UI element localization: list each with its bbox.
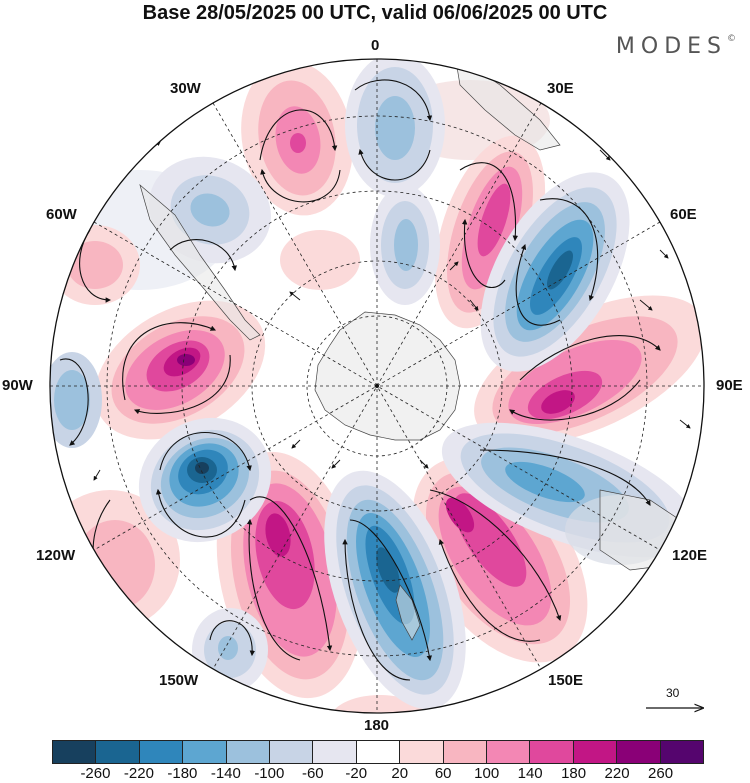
lon-label-60w: 60W	[46, 206, 77, 223]
colorbar-tick-label: 20	[391, 765, 409, 782]
lon-label-60e: 60E	[670, 206, 697, 223]
negative-anomaly-10e	[370, 185, 440, 305]
wind-streamlines	[59, 79, 661, 681]
brand-text: MODES	[615, 34, 727, 59]
colorbar-tick-label: -140	[210, 765, 241, 782]
colorbar-swatch	[183, 741, 227, 763]
colorbar-swatch	[226, 741, 271, 763]
lon-label-90w: 90W	[2, 377, 33, 394]
lon-label-120w: 120W	[36, 547, 76, 564]
colorbar-swatch	[530, 741, 574, 763]
lon-label-30e: 30E	[547, 80, 574, 97]
africa-landmass	[454, 59, 561, 151]
map-boundary	[49, 58, 705, 714]
colorbar-tick-label: 60	[434, 765, 452, 782]
lon-label-0: 0	[371, 37, 380, 54]
copyright-mark: ©	[727, 34, 736, 44]
south-pole-marker	[375, 384, 379, 388]
colorbar-swatch	[270, 741, 314, 763]
colorbar-swatch	[617, 741, 661, 763]
modes-logo: MODES©	[616, 34, 736, 59]
colorbar-tick-label: -180	[167, 765, 198, 782]
lon-label-150e: 150E	[548, 672, 584, 689]
positive-anomaly-90e	[474, 295, 704, 445]
colorbar-tick-label: 180	[561, 765, 587, 782]
negative-anomaly-0	[345, 59, 445, 197]
positive-anomaly-30w	[241, 60, 353, 216]
colorbar-tick-label: 260	[648, 765, 674, 782]
negative-anomaly-50e	[480, 172, 630, 372]
colorbar-tick-label: 140	[517, 765, 543, 782]
reference-arrow-icon	[646, 686, 706, 716]
colorbar-swatch	[356, 741, 401, 763]
anomaly-field	[50, 59, 704, 713]
lon-label-30w: 30W	[170, 80, 201, 97]
colorbar-ticks: -260 -220 -180 -140 -100 -60 -20 20 60 100 140 180 2…	[52, 764, 704, 783]
colorbar-tick-label: -260	[80, 765, 111, 782]
lon-label-120e: 120E	[672, 547, 708, 564]
colorbar-tick-label: -100	[254, 765, 285, 782]
lon-label-180: 180	[364, 717, 390, 734]
lon-label-90e: 90E	[716, 377, 743, 394]
colorbar-swatch	[313, 741, 357, 763]
lon-label-150w: 150W	[159, 672, 199, 689]
colorbar-swatch	[139, 741, 184, 763]
reference-vector: 30	[644, 686, 706, 716]
colorbar-swatch	[487, 741, 531, 763]
colorbar-swatch	[443, 741, 488, 763]
colorbar-swatch	[400, 741, 444, 763]
colorbar-tick-label: 100	[474, 765, 500, 782]
chart-title: Base 28/05/2025 00 UTC, valid 06/06/2025…	[142, 2, 608, 24]
colorbar-tick-label: 220	[604, 765, 630, 782]
colorbar-swatch	[573, 741, 618, 763]
negative-anomaly-90w	[50, 352, 102, 448]
new-zealand-landmass	[395, 584, 421, 641]
colorbar	[52, 740, 704, 764]
positive-anomaly-80w	[94, 300, 266, 440]
colorbar-swatch	[660, 741, 704, 763]
colorbar-tick-label: -220	[123, 765, 154, 782]
colorbar-tick-label: -60	[301, 765, 324, 782]
colorbar-tick-label: -20	[345, 765, 368, 782]
colorbar-swatch	[53, 741, 97, 763]
colorbar-swatch	[96, 741, 140, 763]
reference-vector-label: 30	[666, 686, 680, 700]
